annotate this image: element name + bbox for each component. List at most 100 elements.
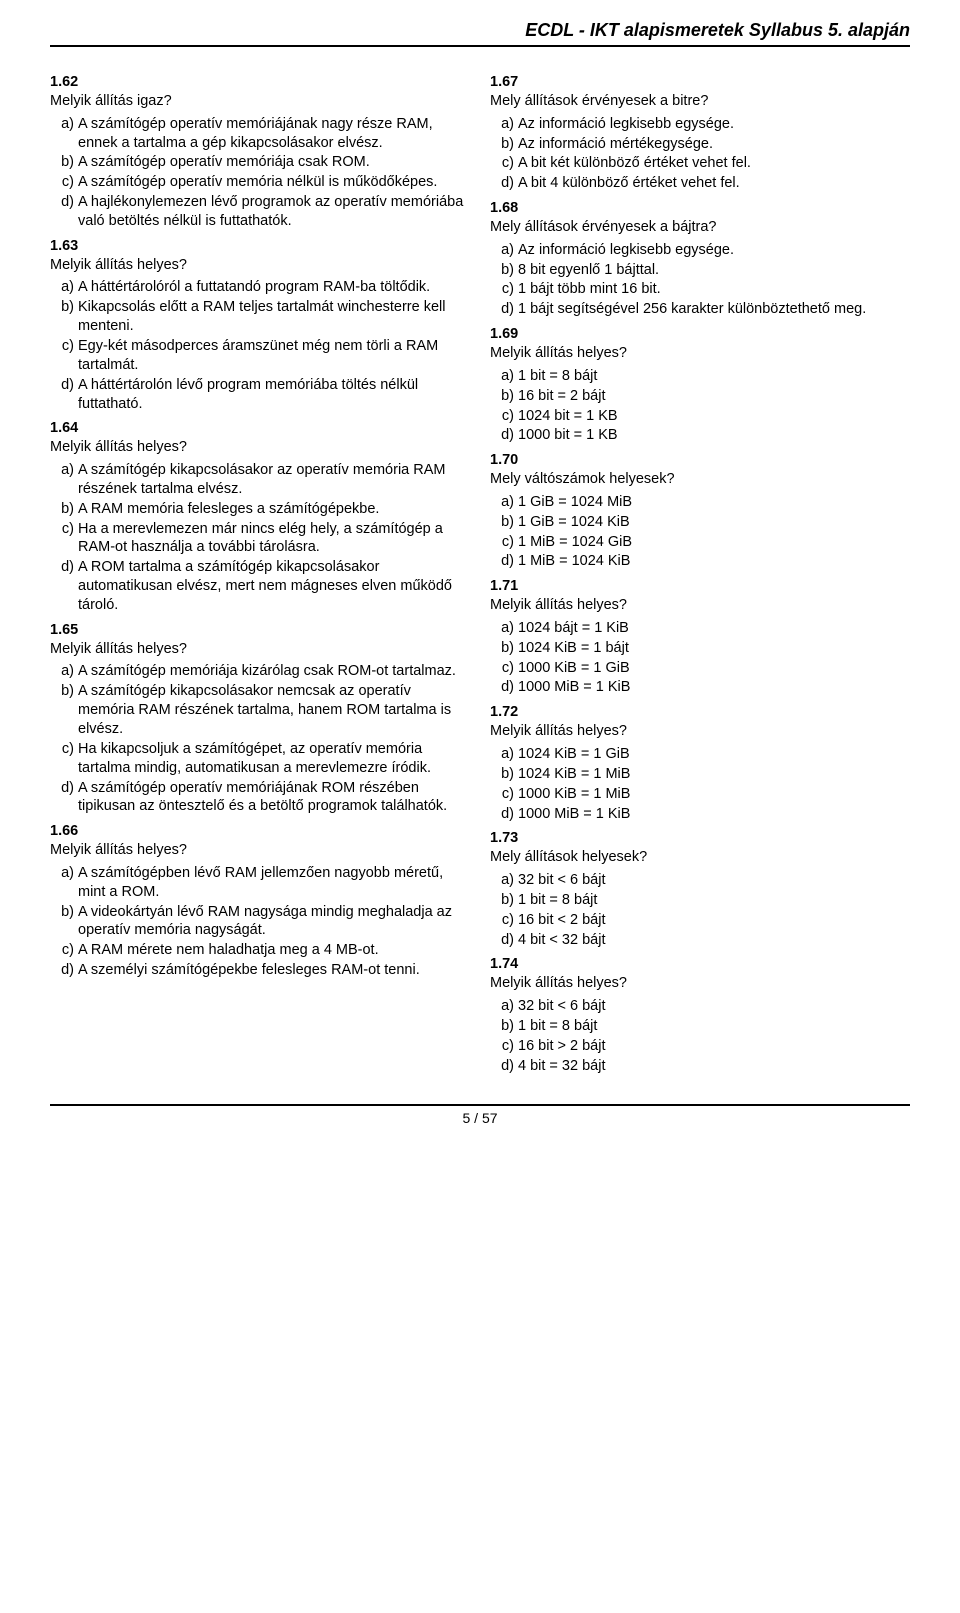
opt-text: 4 bit < 32 bájt	[518, 932, 605, 948]
q-num: 1.68	[490, 199, 910, 218]
opt-text: 1 MiB = 1024 GiB	[518, 534, 632, 550]
opt-letter: b)	[492, 765, 514, 784]
option: b)8 bit egyenlő 1 bájttal.	[518, 261, 910, 280]
opt-letter: c)	[492, 533, 514, 552]
opt-letter: d)	[52, 779, 74, 798]
options: a)32 bit < 6 bájt b)1 bit = 8 bájt c)16 …	[490, 871, 910, 949]
option: a)32 bit < 6 bájt	[518, 997, 910, 1016]
opt-letter: d)	[492, 678, 514, 697]
page-header: ECDL - IKT alapismeretek Syllabus 5. ala…	[50, 20, 910, 47]
option: d)A bit 4 különböző értéket vehet fel.	[518, 174, 910, 193]
opt-text: 1 bit = 8 bájt	[518, 892, 597, 908]
q-num: 1.70	[490, 451, 910, 470]
opt-letter: b)	[52, 682, 74, 701]
option: d)A számítógép operatív memóriájának ROM…	[78, 779, 470, 817]
content-columns: 1.62 Melyik állítás igaz? a)A számítógép…	[50, 67, 910, 1080]
opt-text: 4 bit = 32 bájt	[518, 1058, 605, 1074]
options: a)A számítógép kikapcsolásakor az operat…	[50, 461, 470, 615]
q-text: Melyik állítás igaz?	[50, 92, 470, 111]
options: a)Az információ legkisebb egysége. b)Az …	[490, 115, 910, 193]
opt-letter: d)	[492, 805, 514, 824]
option: d)1 MiB = 1024 KiB	[518, 552, 910, 571]
option: c)16 bit > 2 bájt	[518, 1037, 910, 1056]
q-text: Melyik állítás helyes?	[50, 640, 470, 659]
option: d)A ROM tartalma a számítógép kikapcsolá…	[78, 558, 470, 615]
option: a)1024 KiB = 1 GiB	[518, 745, 910, 764]
opt-text: Egy-két másodperces áramszünet még nem t…	[78, 338, 438, 373]
option: c)A bit két különböző értéket vehet fel.	[518, 154, 910, 173]
opt-letter: a)	[492, 619, 514, 638]
opt-text: A számítógép operatív memóriája csak ROM…	[78, 154, 370, 170]
q-num: 1.63	[50, 237, 470, 256]
opt-letter: a)	[52, 278, 74, 297]
opt-text: 1000 MiB = 1 KiB	[518, 679, 630, 695]
opt-letter: c)	[52, 520, 74, 539]
page-footer: 5 / 57	[50, 1104, 910, 1126]
q-num: 1.66	[50, 822, 470, 841]
opt-text: A személyi számítógépekbe felesleges RAM…	[78, 962, 420, 978]
opt-letter: c)	[492, 785, 514, 804]
opt-letter: d)	[492, 931, 514, 950]
opt-text: A bit két különböző értéket vehet fel.	[518, 155, 751, 171]
opt-text: A videokártyán lévő RAM nagysága mindig …	[78, 904, 452, 939]
opt-text: 1 bájt segítségével 256 karakter különbö…	[518, 301, 866, 317]
opt-text: 1000 KiB = 1 GiB	[518, 660, 630, 676]
q-text: Mely állítások érvényesek a bitre?	[490, 92, 910, 111]
opt-letter: a)	[52, 662, 74, 681]
q-text: Mely állítások érvényesek a bájtra?	[490, 218, 910, 237]
options: a)A számítógépben lévő RAM jellemzően na…	[50, 864, 470, 980]
opt-letter: c)	[492, 1037, 514, 1056]
options: a)1024 KiB = 1 GiB b)1024 KiB = 1 MiB c)…	[490, 745, 910, 823]
opt-letter: c)	[492, 659, 514, 678]
opt-letter: a)	[492, 241, 514, 260]
opt-text: 1024 bájt = 1 KiB	[518, 620, 629, 636]
q-num: 1.62	[50, 73, 470, 92]
opt-text: Az információ legkisebb egysége.	[518, 116, 734, 132]
opt-text: 1 bájt több mint 16 bit.	[518, 281, 661, 297]
options: a)1024 bájt = 1 KiB b)1024 KiB = 1 bájt …	[490, 619, 910, 697]
option: d)A hajlékonylemezen lévő programok az o…	[78, 193, 470, 231]
option: a)A számítógépben lévő RAM jellemzően na…	[78, 864, 470, 902]
opt-text: 1024 KiB = 1 MiB	[518, 766, 630, 782]
option: a)32 bit < 6 bájt	[518, 871, 910, 890]
q-num: 1.71	[490, 577, 910, 596]
opt-letter: d)	[52, 558, 74, 577]
opt-text: 1000 MiB = 1 KiB	[518, 806, 630, 822]
opt-letter: d)	[492, 174, 514, 193]
option: a)A számítógép kikapcsolásakor az operat…	[78, 461, 470, 499]
q-text: Melyik állítás helyes?	[50, 438, 470, 457]
opt-letter: b)	[52, 298, 74, 317]
opt-text: Az információ legkisebb egysége.	[518, 242, 734, 258]
opt-text: A számítógép operatív memóriájának nagy …	[78, 116, 433, 151]
opt-letter: d)	[492, 300, 514, 319]
q-text: Mely váltószámok helyesek?	[490, 470, 910, 489]
opt-letter: c)	[492, 280, 514, 299]
q-text: Melyik állítás helyes?	[50, 841, 470, 860]
options: a)32 bit < 6 bájt b)1 bit = 8 bájt c)16 …	[490, 997, 910, 1075]
opt-text: 1 bit = 8 bájt	[518, 1018, 597, 1034]
opt-text: A számítógép operatív memóriájának ROM r…	[78, 780, 447, 815]
q-num: 1.64	[50, 419, 470, 438]
opt-text: A számítógép kikapcsolásakor az operatív…	[78, 462, 445, 497]
q-num: 1.67	[490, 73, 910, 92]
opt-text: 16 bit < 2 bájt	[518, 912, 605, 928]
option: b)A videokártyán lévő RAM nagysága mindi…	[78, 903, 470, 941]
opt-letter: a)	[492, 745, 514, 764]
option: c)Ha kikapcsoljuk a számítógépet, az ope…	[78, 740, 470, 778]
options: a)1 bit = 8 bájt b)16 bit = 2 bájt c)102…	[490, 367, 910, 445]
option: b)A számítógép kikapcsolásakor nemcsak a…	[78, 682, 470, 739]
opt-text: A számítógép operatív memória nélkül is …	[78, 174, 437, 190]
opt-letter: b)	[492, 1017, 514, 1036]
option: c)Ha a merevlemezen már nincs elég hely,…	[78, 520, 470, 558]
opt-text: 8 bit egyenlő 1 bájttal.	[518, 262, 659, 278]
opt-letter: a)	[492, 997, 514, 1016]
opt-letter: a)	[492, 493, 514, 512]
option: b)1024 KiB = 1 MiB	[518, 765, 910, 784]
opt-text: Kikapcsolás előtt a RAM teljes tartalmát…	[78, 299, 445, 334]
opt-letter: c)	[52, 173, 74, 192]
q-text: Melyik állítás helyes?	[490, 344, 910, 363]
option: a)1024 bájt = 1 KiB	[518, 619, 910, 638]
q-text: Mely állítások helyesek?	[490, 848, 910, 867]
option: d)1000 MiB = 1 KiB	[518, 805, 910, 824]
option: a)A számítógép operatív memóriájának nag…	[78, 115, 470, 153]
